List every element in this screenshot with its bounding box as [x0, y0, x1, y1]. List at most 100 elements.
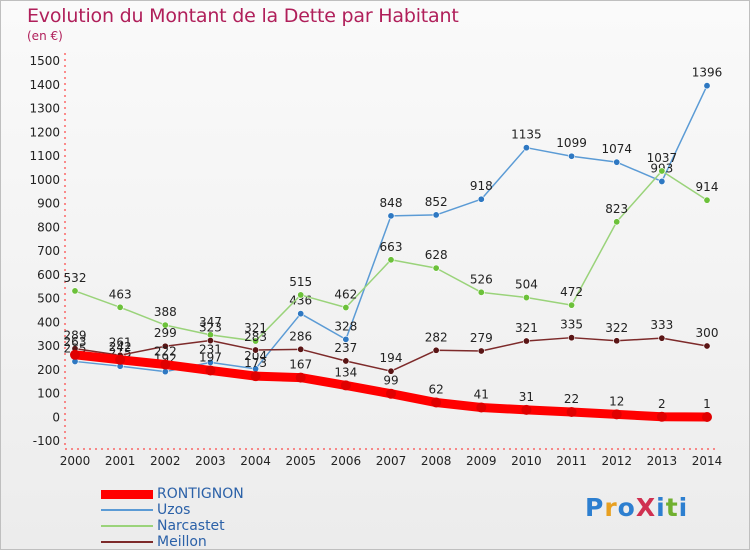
- legend-swatch-rontignon: [101, 490, 153, 499]
- data-point-rontignon: [431, 397, 442, 408]
- data-point-meillon: [297, 345, 305, 353]
- legend-label-rontignon: RONTIGNON: [157, 486, 244, 502]
- data-point-uzos: [658, 177, 666, 185]
- y-tick-label: 1100: [29, 149, 60, 163]
- data-label-rontignon: 1: [703, 397, 711, 411]
- data-label-uzos: 848: [380, 196, 403, 210]
- data-point-narcastet: [477, 288, 485, 296]
- y-tick-label: 800: [37, 220, 60, 234]
- data-point-meillon: [477, 347, 485, 355]
- data-point-uzos: [387, 212, 395, 220]
- x-tick-label: 2005: [285, 454, 316, 468]
- x-tick-label: 2002: [150, 454, 181, 468]
- data-label-rontignon: 263: [64, 335, 87, 349]
- x-tick-label: 2003: [195, 454, 226, 468]
- data-label-narcastet: 515: [289, 275, 312, 289]
- data-point-narcastet: [703, 196, 711, 204]
- legend-item-narcastet: Narcastet: [101, 518, 301, 534]
- data-label-narcastet: 472: [560, 285, 583, 299]
- y-tick-label: 1400: [29, 78, 60, 92]
- data-point-narcastet: [432, 264, 440, 272]
- data-label-meillon: 323: [199, 321, 222, 335]
- y-tick-label: 600: [37, 268, 60, 282]
- data-label-rontignon: 99: [383, 374, 398, 388]
- x-tick-label: 2001: [105, 454, 136, 468]
- logo-letter: o: [617, 493, 636, 522]
- data-point-narcastet: [658, 167, 666, 175]
- data-point-meillon: [703, 342, 711, 350]
- data-point-uzos: [703, 82, 711, 90]
- data-point-rontignon: [205, 365, 216, 376]
- data-point-meillon: [206, 337, 214, 345]
- data-label-rontignon: 242: [109, 340, 132, 354]
- data-point-narcastet: [116, 303, 124, 311]
- data-point-rontignon: [656, 411, 667, 422]
- data-point-rontignon: [70, 349, 80, 360]
- data-label-uzos: 231: [199, 342, 222, 356]
- data-label-uzos: 1099: [556, 136, 587, 150]
- y-tick-label: 900: [37, 197, 60, 211]
- data-label-meillon: 322: [605, 321, 628, 335]
- data-point-rontignon: [611, 409, 622, 420]
- y-tick-label: 1000: [29, 173, 60, 187]
- chart-title: Evolution du Montant de la Dette par Hab…: [27, 5, 459, 27]
- data-label-narcastet: 532: [64, 271, 87, 285]
- data-label-uzos: 328: [334, 319, 357, 333]
- data-label-rontignon: 222: [154, 345, 177, 359]
- logo-letter: i: [656, 493, 666, 522]
- y-tick-label: 1200: [29, 125, 60, 139]
- data-label-narcastet: 1037: [647, 151, 678, 165]
- data-label-rontignon: 41: [474, 388, 489, 402]
- x-tick-label: 2013: [647, 454, 678, 468]
- data-label-narcastet: 321: [244, 321, 267, 335]
- x-tick-label: 2012: [601, 454, 632, 468]
- y-tick-label: 1300: [29, 102, 60, 116]
- data-point-narcastet: [568, 301, 576, 309]
- legend-label-uzos: Uzos: [157, 502, 191, 518]
- data-point-rontignon: [250, 371, 261, 382]
- data-label-meillon: 282: [425, 330, 448, 344]
- data-point-uzos: [477, 195, 485, 203]
- chart-unit: (en €): [27, 29, 63, 43]
- data-label-narcastet: 347: [199, 315, 222, 329]
- data-label-uzos: 1396: [692, 66, 723, 80]
- data-label-meillon: 333: [650, 318, 673, 332]
- data-point-rontignon: [386, 388, 396, 399]
- legend-item-meillon: Meillon: [101, 534, 301, 550]
- data-point-narcastet: [342, 304, 350, 312]
- y-tick-label: 100: [37, 387, 60, 401]
- data-point-meillon: [161, 342, 169, 350]
- data-label-rontignon: 12: [609, 394, 624, 408]
- logo-letter: P: [585, 493, 605, 522]
- data-label-rontignon: 62: [429, 383, 444, 397]
- y-tick-label: 700: [37, 244, 60, 258]
- data-label-rontignon: 31: [519, 390, 534, 404]
- x-tick-label: 2000: [60, 454, 91, 468]
- data-label-narcastet: 388: [154, 305, 177, 319]
- proxiti-logo: ProXiti: [585, 493, 688, 522]
- data-label-meillon: 289: [64, 329, 87, 343]
- data-label-uzos: 852: [425, 195, 448, 209]
- data-point-rontignon: [115, 354, 126, 365]
- legend-label-narcastet: Narcastet: [157, 518, 225, 534]
- y-tick-label: 400: [37, 315, 60, 329]
- data-point-narcastet: [522, 294, 530, 302]
- x-tick-label: 2011: [556, 454, 587, 468]
- x-tick-label: 2007: [376, 454, 407, 468]
- data-point-rontignon: [476, 402, 487, 413]
- legend-label-meillon: Meillon: [157, 534, 207, 550]
- data-label-meillon: 283: [244, 330, 267, 344]
- data-point-rontignon: [702, 412, 712, 423]
- data-label-narcastet: 823: [605, 202, 628, 216]
- data-label-meillon: 286: [289, 329, 312, 343]
- data-point-narcastet: [252, 337, 260, 345]
- data-point-narcastet: [387, 256, 395, 264]
- data-point-uzos: [297, 310, 305, 318]
- data-point-meillon: [522, 337, 530, 345]
- data-point-narcastet: [161, 321, 169, 329]
- data-point-narcastet: [613, 218, 621, 226]
- data-point-rontignon: [340, 380, 351, 391]
- data-label-uzos: 204: [244, 349, 267, 363]
- y-tick-label: 200: [37, 363, 60, 377]
